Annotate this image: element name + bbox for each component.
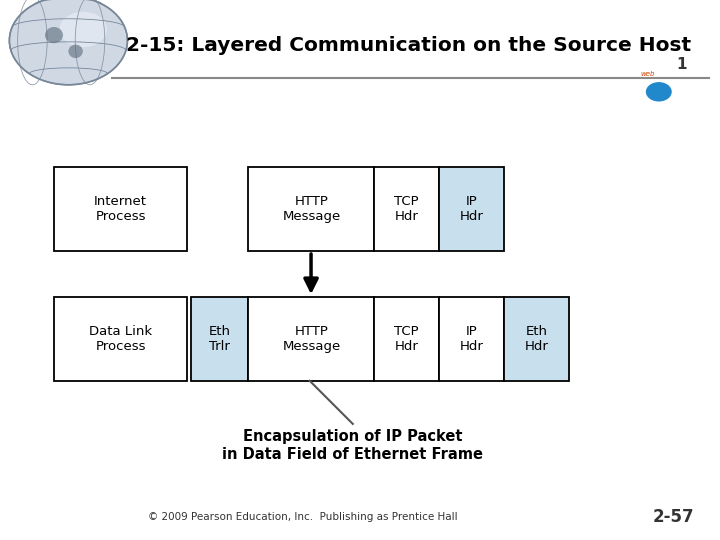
Text: IP
Hdr: IP Hdr bbox=[459, 325, 484, 353]
Text: HTTP
Message: HTTP Message bbox=[282, 325, 341, 353]
Text: Eth
Trlr: Eth Trlr bbox=[209, 325, 230, 353]
FancyBboxPatch shape bbox=[439, 297, 504, 381]
FancyBboxPatch shape bbox=[54, 167, 187, 251]
Circle shape bbox=[60, 12, 107, 47]
Text: TCP
Hdr: TCP Hdr bbox=[395, 325, 419, 353]
Text: HTTP
Message: HTTP Message bbox=[282, 195, 341, 223]
FancyBboxPatch shape bbox=[374, 297, 439, 381]
Text: Internet
Process: Internet Process bbox=[94, 195, 147, 223]
Text: Eth
Hdr: Eth Hdr bbox=[524, 325, 549, 353]
Text: TCP
Hdr: TCP Hdr bbox=[395, 195, 419, 223]
FancyBboxPatch shape bbox=[504, 297, 569, 381]
Text: web: web bbox=[641, 71, 655, 77]
FancyBboxPatch shape bbox=[374, 167, 439, 251]
Ellipse shape bbox=[68, 45, 83, 58]
FancyBboxPatch shape bbox=[248, 167, 374, 251]
Text: 1: 1 bbox=[677, 57, 687, 72]
Text: Data Link
Process: Data Link Process bbox=[89, 325, 152, 353]
Text: 2-57: 2-57 bbox=[652, 508, 694, 526]
FancyBboxPatch shape bbox=[439, 167, 504, 251]
FancyBboxPatch shape bbox=[54, 297, 187, 381]
FancyBboxPatch shape bbox=[191, 297, 248, 381]
FancyBboxPatch shape bbox=[248, 297, 374, 381]
Text: IP
Hdr: IP Hdr bbox=[459, 195, 484, 223]
Circle shape bbox=[646, 82, 672, 102]
Circle shape bbox=[9, 0, 127, 85]
Ellipse shape bbox=[45, 27, 63, 43]
Text: Encapsulation of IP Packet
in Data Field of Ethernet Frame: Encapsulation of IP Packet in Data Field… bbox=[222, 429, 483, 462]
Text: 2-15: Layered Communication on the Source Host: 2-15: Layered Communication on the Sourc… bbox=[126, 36, 691, 56]
Text: © 2009 Pearson Education, Inc.  Publishing as Prentice Hall: © 2009 Pearson Education, Inc. Publishin… bbox=[148, 512, 457, 522]
